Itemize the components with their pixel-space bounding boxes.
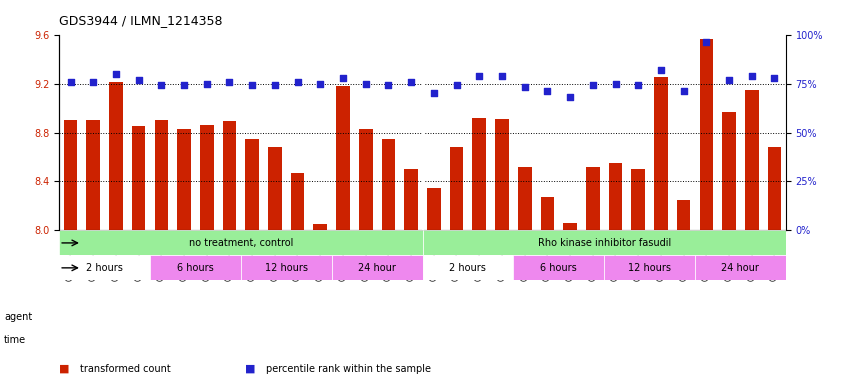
FancyBboxPatch shape	[422, 230, 785, 255]
Text: ■: ■	[245, 364, 255, 374]
Bar	[495, 119, 508, 230]
Text: no treatment, control: no treatment, control	[188, 238, 293, 248]
Bar	[381, 139, 395, 230]
Point	[132, 76, 145, 83]
FancyBboxPatch shape	[513, 255, 603, 280]
Point	[359, 81, 372, 87]
Bar	[586, 167, 599, 230]
Point	[336, 74, 349, 81]
Bar	[132, 126, 145, 230]
Text: ■: ■	[59, 364, 69, 374]
Point	[563, 94, 576, 100]
Text: 12 hours: 12 hours	[627, 263, 670, 273]
Point	[744, 73, 758, 79]
FancyBboxPatch shape	[695, 255, 785, 280]
Point	[676, 88, 690, 94]
Text: 2 hours: 2 hours	[449, 263, 486, 273]
Point	[381, 83, 395, 89]
Bar	[676, 200, 690, 230]
Point	[200, 81, 214, 87]
Bar	[744, 89, 758, 230]
Bar	[630, 169, 644, 230]
Text: 6 hours: 6 hours	[540, 263, 576, 273]
Point	[586, 83, 599, 89]
Point	[517, 84, 531, 91]
Point	[426, 90, 440, 96]
Point	[472, 73, 485, 79]
Bar	[86, 120, 100, 230]
Bar	[313, 224, 327, 230]
Bar	[449, 147, 463, 230]
FancyBboxPatch shape	[332, 255, 422, 280]
Point	[404, 78, 418, 84]
Bar	[404, 169, 418, 230]
Point	[177, 83, 191, 89]
Point	[449, 83, 463, 89]
Point	[86, 78, 100, 84]
FancyBboxPatch shape	[59, 255, 150, 280]
Bar	[245, 139, 259, 230]
Bar	[563, 223, 576, 230]
Point	[653, 67, 667, 73]
FancyBboxPatch shape	[241, 255, 332, 280]
Bar	[290, 173, 304, 230]
Bar	[109, 82, 122, 230]
FancyBboxPatch shape	[603, 255, 695, 280]
Text: transformed count: transformed count	[80, 364, 170, 374]
FancyBboxPatch shape	[59, 230, 422, 255]
Text: GDS3944 / ILMN_1214358: GDS3944 / ILMN_1214358	[59, 14, 222, 27]
Text: agent: agent	[4, 312, 32, 322]
Bar	[177, 129, 191, 230]
Text: 6 hours: 6 hours	[177, 263, 214, 273]
Point	[699, 39, 712, 45]
Point	[722, 76, 735, 83]
Bar	[154, 120, 168, 230]
Point	[495, 73, 508, 79]
Bar	[472, 118, 485, 230]
Bar	[653, 78, 667, 230]
Point	[268, 83, 281, 89]
Bar	[63, 120, 78, 230]
Bar	[268, 147, 281, 230]
FancyBboxPatch shape	[422, 255, 513, 280]
Text: 24 hour: 24 hour	[721, 263, 759, 273]
Bar	[517, 167, 531, 230]
Bar	[722, 112, 735, 230]
Text: 24 hour: 24 hour	[358, 263, 396, 273]
Text: Rho kinase inhibitor fasudil: Rho kinase inhibitor fasudil	[537, 238, 670, 248]
Bar	[200, 125, 214, 230]
Bar	[223, 121, 236, 230]
Point	[290, 78, 304, 84]
Point	[63, 78, 77, 84]
Point	[767, 74, 781, 81]
FancyBboxPatch shape	[150, 255, 241, 280]
Text: time: time	[4, 335, 26, 345]
Bar	[426, 188, 441, 230]
Point	[245, 83, 258, 89]
Point	[154, 83, 168, 89]
Bar	[359, 129, 372, 230]
Bar	[767, 147, 781, 230]
Bar	[608, 163, 622, 230]
Text: 2 hours: 2 hours	[86, 263, 123, 273]
Point	[313, 81, 327, 87]
Point	[540, 88, 554, 94]
Point	[630, 83, 644, 89]
Bar	[699, 40, 712, 230]
Point	[109, 71, 122, 77]
Point	[608, 81, 621, 87]
Text: percentile rank within the sample: percentile rank within the sample	[266, 364, 430, 374]
Text: 12 hours: 12 hours	[264, 263, 307, 273]
Bar	[540, 197, 554, 230]
Point	[223, 78, 236, 84]
Bar	[336, 86, 349, 230]
